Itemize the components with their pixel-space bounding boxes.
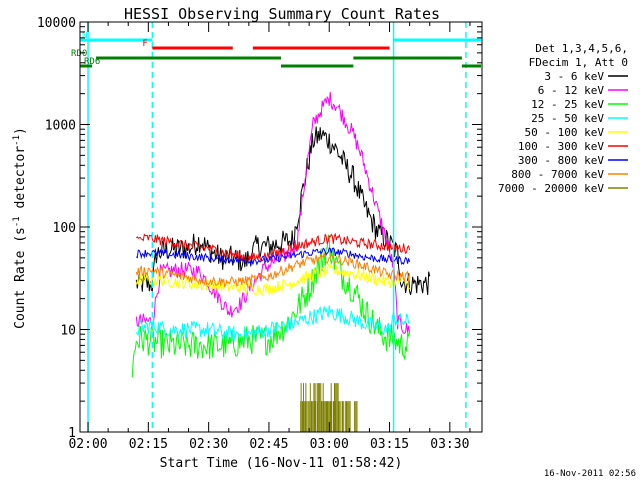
y-tick-label: 1000 [45, 119, 76, 134]
legend-entry-label: 800 - 7000 keV [511, 168, 604, 181]
series-25-50-kev [135, 305, 410, 343]
x-tick-label: 02:45 [249, 437, 288, 452]
y-axis-label: Count Rate (s-1 detector-1) [12, 127, 28, 329]
series-50-100-kev [135, 263, 410, 296]
series-line [135, 263, 410, 296]
legend-entry-label: 25 - 50 keV [531, 112, 604, 125]
x-tick-label: 03:00 [310, 437, 349, 452]
legend-entry-label: 50 - 100 keV [525, 126, 605, 139]
series-300-800-kev [135, 247, 411, 266]
flag-label: RD6 [84, 57, 100, 67]
y-axis-label-sup2: -1 [12, 135, 22, 146]
x-axis-label: Start Time (16-Nov-11 01:58:42) [160, 456, 403, 471]
legend-entry-label: 300 - 800 keV [518, 154, 604, 167]
flag-label: N [82, 31, 87, 41]
series-line [135, 252, 411, 288]
flag-rd6: RD6 [80, 57, 481, 68]
flag-f: F [142, 39, 390, 50]
series-line [135, 232, 411, 262]
series-7000-20000-kev [300, 383, 358, 432]
y-axis-label-main: Count Rate (s [13, 227, 28, 329]
footer-timestamp: 16-Nov-2011 02:56 [544, 469, 636, 479]
y-axis-label-mid: detector [13, 146, 28, 217]
x-tick-label: 02:00 [68, 437, 107, 452]
series-12-25-kev [131, 234, 411, 378]
series-bars [300, 383, 358, 432]
legend: Det 1,3,4,5,6,FDecim 1, Att 03 - 6 keV6 … [498, 42, 628, 195]
flag-label: F [142, 39, 147, 49]
y-tick-label: 10 [60, 324, 76, 339]
x-tick-label: 03:30 [430, 437, 469, 452]
series-line [135, 305, 410, 343]
chart-title: HESSI Observing Summary Count Rates [124, 5, 440, 23]
x-tick-label: 02:30 [189, 437, 228, 452]
series-6-12-kev [135, 92, 411, 335]
series-800-7000-kev [135, 252, 411, 288]
legend-entry-label: 6 - 12 keV [538, 84, 605, 97]
legend-entry-label: 3 - 6 keV [544, 70, 604, 83]
flag-label: RD0 [71, 49, 87, 59]
legend-entry-label: 12 - 25 keV [531, 98, 604, 111]
y-tick-label: 10000 [37, 16, 76, 31]
x-tick-label: 03:15 [370, 437, 409, 452]
legend-entry-label: 7000 - 20000 keV [498, 182, 604, 195]
y-axis-label-sup1: -1 [12, 216, 22, 227]
flag-n: N [80, 31, 481, 42]
y-tick-label: 1 [68, 426, 76, 441]
legend-entry-label: 100 - 300 keV [518, 140, 604, 153]
y-tick-label: 100 [53, 221, 76, 236]
y-axis: 1 10 100 1000 10000 [37, 16, 482, 441]
y-axis-label-end: ) [13, 127, 28, 135]
series-line [135, 247, 411, 266]
x-tick-label: 02:15 [129, 437, 168, 452]
legend-header-line: FDecim 1, Att 0 [529, 56, 628, 69]
series-line [131, 234, 411, 378]
series-line [135, 92, 411, 335]
series-100-300-kev [135, 232, 411, 262]
flag-rd0: RD0 [71, 49, 462, 60]
x-axis: 02:00 02:15 02:30 02:45 03:00 03:15 03:30 [68, 22, 471, 452]
legend-header-line: Det 1,3,4,5,6, [535, 42, 628, 55]
